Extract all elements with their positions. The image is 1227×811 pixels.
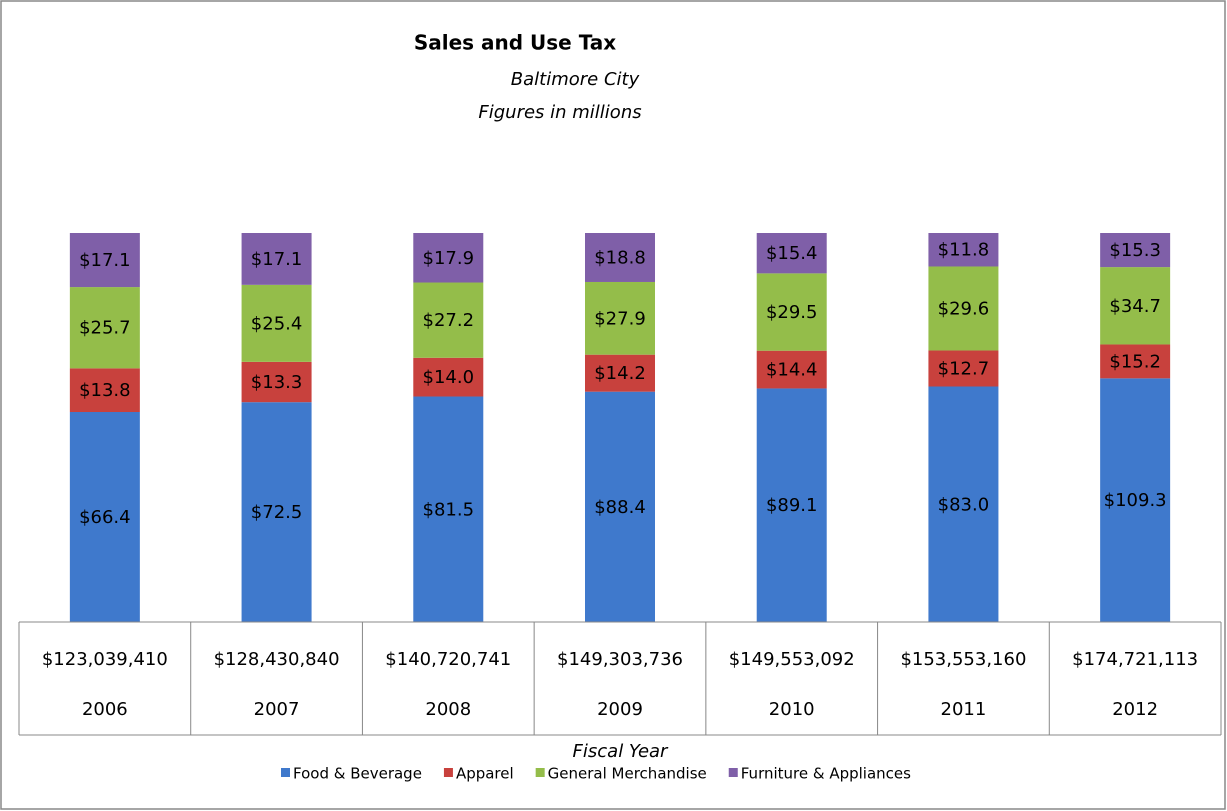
- data-label: $13.8: [79, 380, 131, 401]
- data-label: $17.9: [423, 248, 475, 269]
- bar-segment: [69, 287, 140, 369]
- data-label: $25.4: [251, 313, 303, 334]
- data-label: $81.5: [423, 499, 475, 520]
- legend-swatch: [728, 768, 738, 777]
- bar-segment: [585, 354, 655, 392]
- legend-label: Food & Beverage: [293, 765, 422, 783]
- data-label: $66.4: [79, 507, 131, 528]
- data-label: $25.7: [79, 318, 131, 339]
- bar-segment: [413, 233, 484, 283]
- bar-segment: [69, 368, 140, 413]
- x-axis-title: Fiscal Year: [573, 741, 670, 762]
- table-cell: $153,553,160: [900, 649, 1026, 670]
- data-label: $18.8: [594, 247, 646, 268]
- table-cell: $174,721,113: [1072, 649, 1198, 670]
- bar-segment: [241, 233, 312, 285]
- data-label: $15.2: [1109, 351, 1161, 372]
- bar-segment: [585, 281, 655, 355]
- x-tick-label: 2010: [769, 699, 815, 720]
- data-label: $17.1: [251, 249, 303, 270]
- x-tick-label: 2012: [1112, 699, 1158, 720]
- legend-swatch: [535, 768, 545, 777]
- table-cell: $123,039,410: [42, 649, 168, 670]
- bar-segment: [241, 402, 312, 622]
- data-label: $12.7: [938, 358, 990, 379]
- bar-segment: [1100, 267, 1171, 345]
- data-label: $72.5: [251, 502, 303, 523]
- bar-segment: [1100, 378, 1171, 622]
- data-label: $15.4: [766, 243, 818, 264]
- legend-swatch: [443, 768, 453, 777]
- table-cell: $128,430,840: [214, 649, 340, 670]
- bar-segment: [1100, 233, 1171, 268]
- x-tick-label: 2011: [941, 699, 987, 720]
- bar-segment: [69, 412, 140, 622]
- data-label: $29.5: [766, 302, 818, 323]
- data-label: $11.8: [938, 240, 990, 261]
- bar-segment: [756, 388, 827, 622]
- bar-segment: [1100, 344, 1171, 379]
- bar-segment: [928, 350, 999, 387]
- bar-segment: [756, 273, 827, 351]
- bar-segment: [756, 233, 827, 274]
- table-cell: $149,553,092: [729, 649, 855, 670]
- data-label: $34.7: [1109, 296, 1161, 317]
- x-tick-label: 2009: [597, 699, 643, 720]
- bar-segment: [928, 266, 999, 351]
- data-label: $109.3: [1104, 490, 1167, 511]
- legend-label: Apparel: [456, 765, 514, 783]
- bar-segment: [585, 233, 655, 282]
- bar-segment: [928, 233, 999, 267]
- bar-segment: [928, 386, 999, 622]
- legend-swatch: [281, 768, 290, 777]
- bar-segment: [413, 282, 484, 358]
- data-label: $13.3: [251, 372, 303, 393]
- table-cell: $149,303,736: [557, 649, 683, 670]
- table-cell: $140,720,741: [385, 649, 511, 670]
- x-tick-label: 2006: [82, 699, 128, 720]
- x-tick-label: 2007: [254, 699, 300, 720]
- bar-segment: [241, 284, 312, 362]
- data-label: $88.4: [594, 497, 646, 518]
- data-label: $15.3: [1109, 240, 1161, 261]
- x-tick-label: 2008: [425, 699, 471, 720]
- legend-label: Furniture & Appliances: [741, 765, 911, 783]
- data-label: $14.2: [594, 363, 646, 384]
- data-label: $89.1: [766, 495, 818, 516]
- chart-title: Sales and Use Tax: [414, 31, 616, 55]
- bar-segment: [241, 361, 312, 403]
- chart-subtitle: Figures in millions: [478, 102, 641, 123]
- bar-segment: [69, 233, 140, 288]
- data-label: $83.0: [938, 494, 990, 515]
- legend-label: General Merchandise: [548, 765, 707, 783]
- data-label: $27.2: [423, 310, 475, 331]
- chart-subtitle: Baltimore City: [511, 69, 640, 90]
- data-label: $14.0: [423, 367, 475, 388]
- data-label: $29.6: [938, 298, 990, 319]
- bar-segment: [585, 391, 655, 622]
- bar-segment: [413, 396, 484, 622]
- data-label: $27.9: [594, 308, 646, 329]
- bar-segment: [756, 350, 827, 389]
- data-label: $17.1: [79, 250, 131, 271]
- bar-segment: [413, 357, 484, 397]
- data-label: $14.4: [766, 360, 818, 381]
